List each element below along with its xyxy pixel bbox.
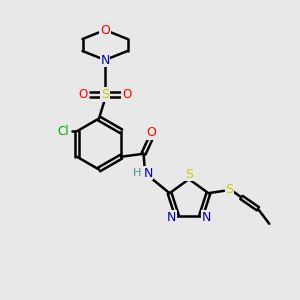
Text: N: N [167,211,176,224]
Text: O: O [122,88,131,101]
Text: S: S [101,88,109,101]
Text: Cl: Cl [58,125,69,138]
Text: N: N [143,167,153,180]
Text: S: S [185,168,193,181]
Text: O: O [79,88,88,101]
Text: S: S [225,183,233,196]
Text: N: N [202,211,211,224]
Text: O: O [100,23,110,37]
Text: O: O [147,126,157,139]
Text: H: H [133,168,141,178]
Text: N: N [100,53,110,67]
